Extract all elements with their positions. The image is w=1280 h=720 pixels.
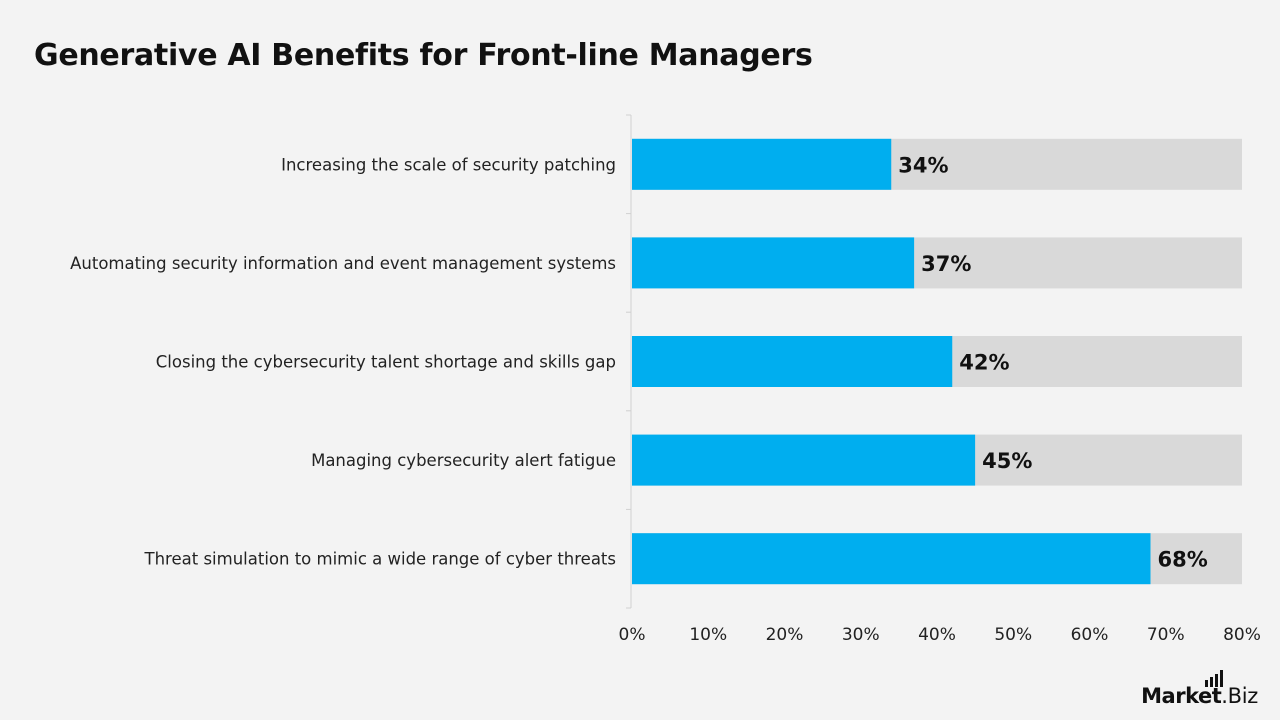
x-tick-label: 0% <box>619 625 646 645</box>
x-tick-label: 20% <box>766 625 804 645</box>
x-tick-label: 60% <box>1071 625 1109 645</box>
x-tick-label: 30% <box>842 625 880 645</box>
category-label: Closing the cybersecurity talent shortag… <box>156 353 616 372</box>
data-label: 68% <box>1158 548 1208 572</box>
bar <box>632 336 953 387</box>
logo-bars-icon <box>1205 670 1224 687</box>
category-label: Managing cybersecurity alert fatigue <box>311 451 616 470</box>
category-label: Automating security information and even… <box>70 254 616 273</box>
bar <box>632 434 976 486</box>
category-label: Threat simulation to mimic a wide range … <box>144 550 616 569</box>
x-tick-label: 80% <box>1223 625 1261 645</box>
x-tick-label: 10% <box>689 625 727 645</box>
bar <box>632 533 1151 585</box>
x-tick-label: 70% <box>1147 625 1185 645</box>
bar <box>632 138 892 190</box>
data-label: 34% <box>898 153 948 177</box>
brand-logo: Market.Biz <box>1141 668 1258 708</box>
bar <box>632 237 915 289</box>
logo-main-text: Market <box>1141 684 1222 708</box>
chart-title: Generative AI Benefits for Front-line Ma… <box>34 38 813 73</box>
x-tick-label: 50% <box>994 625 1032 645</box>
x-tick-label: 40% <box>918 625 956 645</box>
data-label: 45% <box>982 449 1032 473</box>
category-label: Increasing the scale of security patchin… <box>281 155 616 174</box>
data-label: 37% <box>921 252 971 276</box>
logo-suffix-text: .Biz <box>1221 684 1258 708</box>
data-label: 42% <box>959 351 1009 375</box>
